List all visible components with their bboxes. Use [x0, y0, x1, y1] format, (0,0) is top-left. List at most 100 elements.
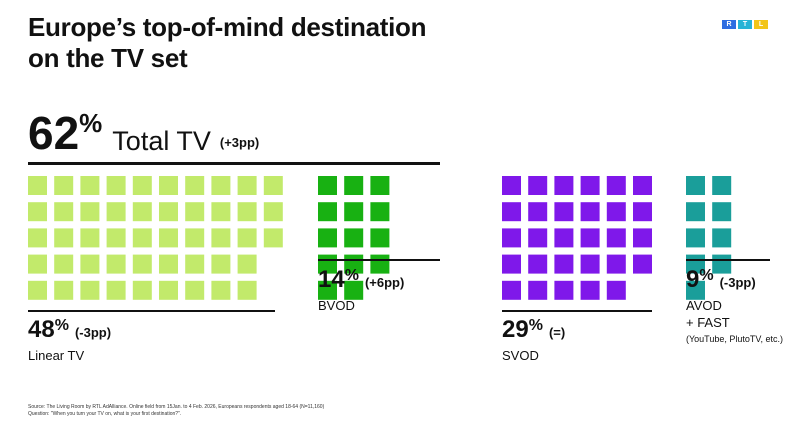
svod-divider [502, 310, 652, 312]
linear-square [54, 280, 74, 300]
linear-square [106, 228, 126, 248]
svod-square [580, 228, 600, 248]
bvod-square [318, 176, 337, 195]
bvod-divider [318, 259, 440, 261]
avod-square [712, 202, 732, 222]
logo-letter-t: T [738, 20, 752, 29]
svod-square [554, 228, 574, 248]
linear-square [185, 176, 205, 195]
bvod-square [318, 228, 337, 248]
linear-square [28, 202, 47, 222]
avod-square [686, 228, 705, 248]
linear-square [54, 228, 74, 248]
linear-square [237, 228, 257, 248]
avod-unit: % [699, 267, 714, 284]
linear-square [106, 176, 126, 195]
linear-square [185, 228, 205, 248]
bvod-stat: 14% (+6pp) [318, 268, 404, 292]
linear-square [185, 254, 205, 274]
linear-square [237, 280, 257, 300]
svod-square [580, 280, 600, 300]
bvod-square [370, 202, 390, 222]
avod-square [686, 176, 705, 195]
linear-square [211, 176, 231, 195]
svod-square [580, 202, 600, 222]
avod-square [712, 228, 732, 248]
svod-square [554, 254, 574, 274]
svod-square [528, 280, 548, 300]
linear-square [159, 254, 178, 274]
avod-square [686, 202, 705, 222]
bvod-square [318, 280, 337, 300]
total-value: 62 [28, 107, 80, 159]
linear-square [80, 202, 100, 222]
page-title: Europe’s top-of-mind destination on the … [28, 12, 427, 73]
svod-value: 29 [502, 316, 529, 343]
linear-square [28, 254, 47, 274]
linear-square [80, 176, 100, 195]
avod-sublabel: (YouTube, PlutoTV, etc.) [686, 334, 784, 344]
svod-square [580, 176, 600, 195]
linear-square [263, 228, 283, 248]
linear-square [28, 228, 47, 248]
svod-change: (=) [548, 325, 566, 340]
bvod-square [344, 176, 364, 195]
bvod-square [344, 202, 364, 222]
svod-square [606, 202, 626, 222]
bvod-unit: % [344, 267, 359, 284]
logo-letter-l: L [754, 20, 768, 29]
avod-change: (-3pp) [719, 275, 756, 290]
linear-square [106, 280, 126, 300]
linear-square [159, 228, 178, 248]
bvod-square [344, 228, 364, 248]
linear-square [211, 228, 231, 248]
svod-square [633, 176, 652, 195]
avod-value: 9 [686, 266, 700, 293]
question-line: Question: "When you turn your TV on, wha… [28, 411, 182, 417]
svod-square [606, 254, 626, 274]
svod-unit: % [528, 317, 543, 334]
svod-square [502, 228, 521, 248]
svod-stat: 29% (=) [502, 318, 565, 342]
avod-label-line1: AVOD [686, 298, 722, 313]
linear-value: 48 [28, 316, 55, 343]
svod-square [606, 176, 626, 195]
linear-square [28, 176, 47, 195]
linear-square [132, 176, 152, 195]
linear-stat: 48% (-3pp) [28, 318, 111, 342]
svod-square [528, 202, 548, 222]
bvod-label: BVOD [318, 298, 355, 313]
svod-square [528, 254, 548, 274]
avod-square [712, 176, 732, 195]
linear-square [159, 176, 178, 195]
bvod-square [344, 280, 364, 300]
linear-square [185, 202, 205, 222]
total-divider [28, 162, 440, 165]
svod-square [554, 202, 574, 222]
svod-square [528, 176, 548, 195]
svod-square [633, 202, 652, 222]
svod-square [502, 202, 521, 222]
linear-square [185, 280, 205, 300]
linear-square [237, 254, 257, 274]
linear-square [80, 228, 100, 248]
avod-divider [686, 259, 770, 261]
linear-square [28, 280, 47, 300]
linear-square [211, 254, 231, 274]
avod-label-line2: + FAST [686, 315, 730, 330]
svod-square [502, 176, 521, 195]
bvod-value: 14 [318, 266, 345, 293]
rtl-logo: R T L [722, 20, 768, 29]
avod-square [686, 280, 705, 300]
svod-label: SVOD [502, 348, 539, 363]
linear-change: (-3pp) [74, 325, 112, 340]
linear-square [132, 202, 152, 222]
svod-square [633, 228, 652, 248]
svod-square [554, 280, 574, 300]
bvod-square [370, 228, 390, 248]
linear-square [159, 202, 178, 222]
svod-square [606, 228, 626, 248]
linear-square [132, 228, 152, 248]
total-change: (+3pp) [219, 135, 260, 150]
linear-square [211, 202, 231, 222]
